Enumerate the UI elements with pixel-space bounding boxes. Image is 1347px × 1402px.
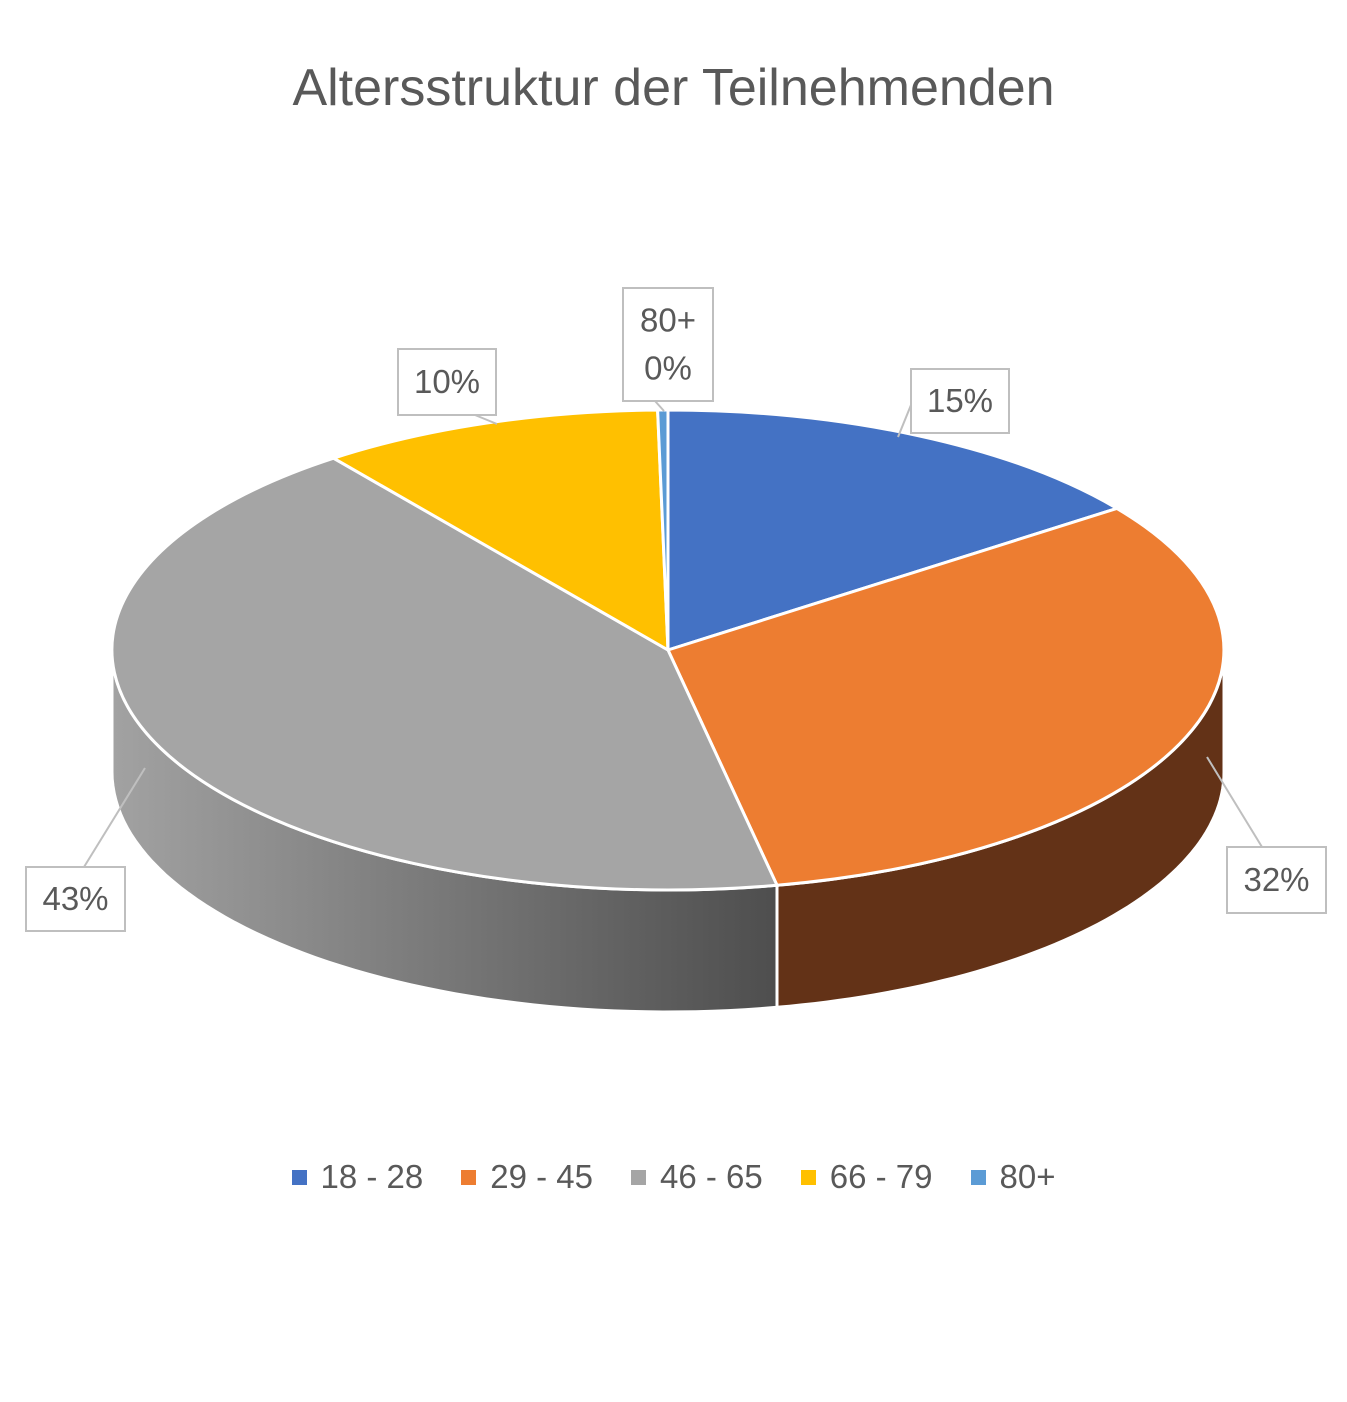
- data-label-box-29-45: [1226, 846, 1327, 914]
- legend-label: 46 - 65: [660, 1158, 763, 1195]
- chart-title: Altersstruktur der Teilnehmenden: [292, 59, 1055, 117]
- data-label-box-66-79: [397, 348, 497, 416]
- legend-label: 18 - 28: [320, 1158, 424, 1195]
- data-label-leader-18-28: [897, 404, 912, 438]
- data-label-leader-46-65: [83, 767, 146, 868]
- pie-slice-66-79: [329, 408, 670, 653]
- data-label-value-29-45: 32%: [1243, 861, 1309, 898]
- data-label-box-46-65: [25, 866, 126, 932]
- legend-item-29-45: 29 - 45: [461, 1158, 593, 1196]
- legend-label: 66 - 79: [829, 1158, 933, 1195]
- data-label-value-18-28: 15%: [927, 382, 993, 419]
- data-label-leader-29-45: [1206, 756, 1263, 848]
- legend-label: 29 - 45: [490, 1158, 593, 1195]
- legend-swatch: [461, 1169, 477, 1185]
- legend-swatch: [970, 1169, 986, 1185]
- legend-item-66-79: 66 - 79: [800, 1158, 933, 1196]
- data-label-box-18-28: [910, 368, 1010, 434]
- data-label-value-80: 0%: [644, 350, 692, 387]
- pie-slice-46-65: [110, 456, 780, 892]
- legend: 18 - 28 29 - 45 46 - 65 66 - 79 80+: [0, 1158, 1347, 1196]
- legend-swatch: [800, 1169, 816, 1185]
- pie-top-layer: [110, 408, 1226, 892]
- data-label-value-66-79: 10%: [414, 363, 480, 400]
- legend-swatch: [291, 1169, 307, 1185]
- legend-item-80: 80+: [970, 1158, 1056, 1196]
- data-label-category-80: 80+: [640, 302, 696, 339]
- legend-item-18-28: 18 - 28: [291, 1158, 424, 1196]
- data-label-box-80: [622, 287, 714, 402]
- data-label-value-46-65: 43%: [42, 880, 108, 917]
- data-label-layer: 15% 32% 43% 10% 80+ 0%: [25, 287, 1327, 932]
- data-label-leader-66-79: [474, 414, 498, 425]
- data-label-leader-80: [654, 400, 665, 412]
- pie-slice-18-28: [666, 408, 1121, 653]
- legend-item-46-65: 46 - 65: [631, 1158, 763, 1196]
- pie-slice-29-45: [665, 506, 1226, 887]
- legend-swatch: [631, 1169, 646, 1185]
- legend-label: 80+: [999, 1158, 1056, 1195]
